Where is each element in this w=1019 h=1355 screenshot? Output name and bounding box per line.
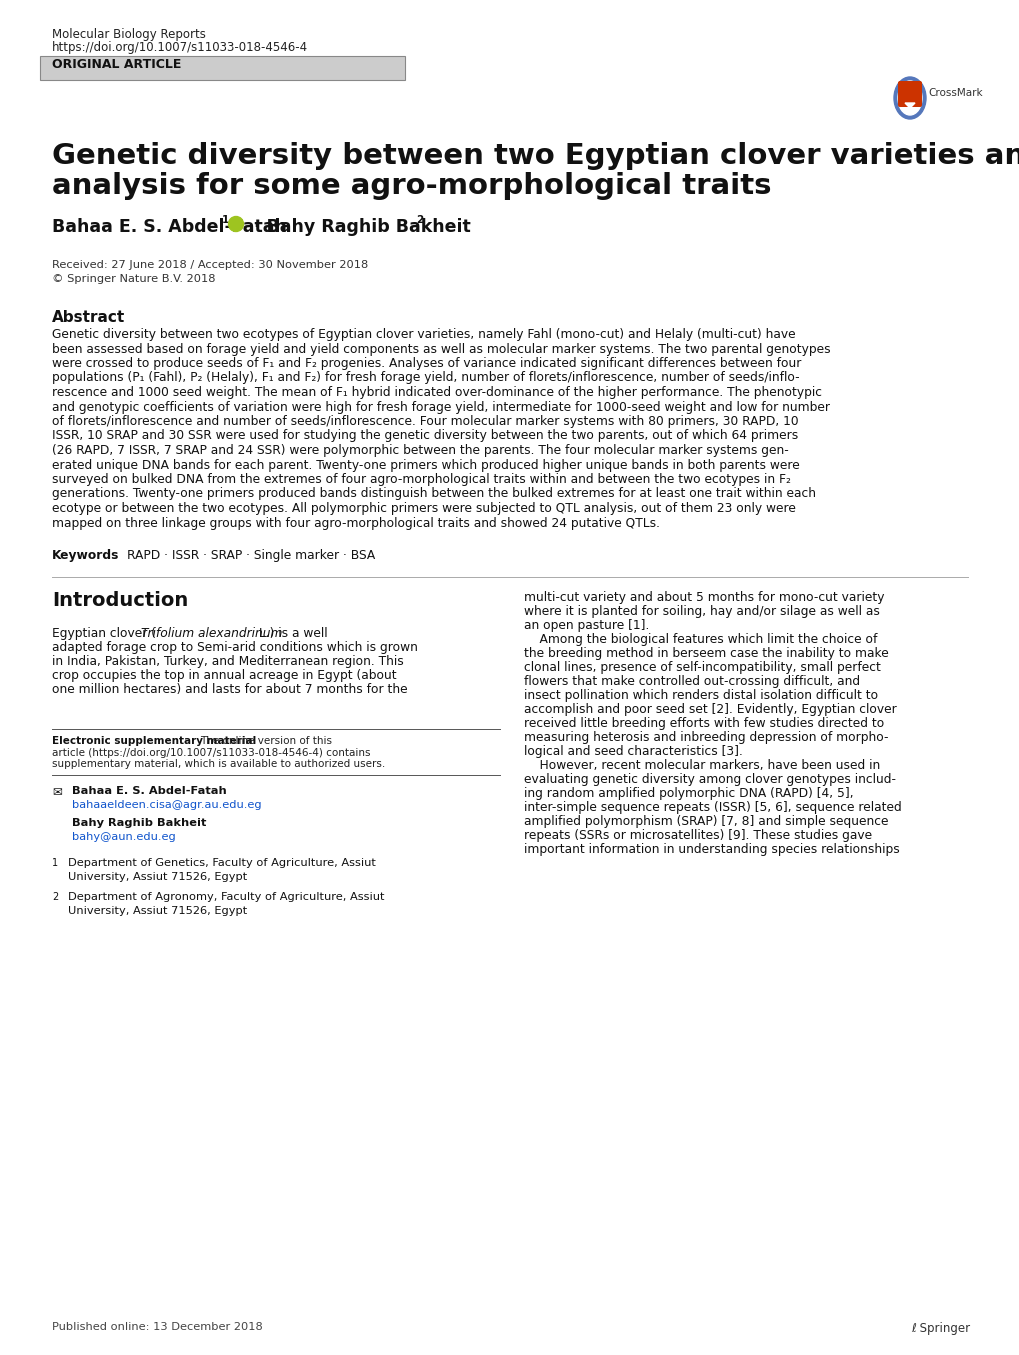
- Text: University, Assiut 71526, Egypt: University, Assiut 71526, Egypt: [68, 905, 247, 916]
- Text: measuring heterosis and inbreeding depression of morpho-: measuring heterosis and inbreeding depre…: [524, 730, 888, 744]
- Text: RAPD · ISSR · SRAP · Single marker · BSA: RAPD · ISSR · SRAP · Single marker · BSA: [127, 549, 375, 562]
- Text: generations. Twenty-one primers produced bands distinguish between the bulked ex: generations. Twenty-one primers produced…: [52, 488, 815, 500]
- Text: Department of Genetics, Faculty of Agriculture, Assiut: Department of Genetics, Faculty of Agric…: [68, 859, 376, 869]
- Text: multi-cut variety and about 5 months for mono-cut variety: multi-cut variety and about 5 months for…: [524, 591, 883, 604]
- Text: erated unique DNA bands for each parent. Twenty-one primers which produced highe: erated unique DNA bands for each parent.…: [52, 458, 799, 472]
- Text: However, recent molecular markers, have been used in: However, recent molecular markers, have …: [524, 759, 879, 772]
- Text: Among the biological features which limit the choice of: Among the biological features which limi…: [524, 633, 876, 646]
- Text: rescence and 1000 seed weight. The mean of F₁ hybrid indicated over-dominance of: rescence and 1000 seed weight. The mean …: [52, 386, 821, 398]
- Text: ORIGINAL ARTICLE: ORIGINAL ARTICLE: [52, 58, 181, 70]
- Text: bahaaeldeen.cisa@agr.au.edu.eg: bahaaeldeen.cisa@agr.au.edu.eg: [72, 799, 261, 809]
- Text: inter-simple sequence repeats (ISSR) [5, 6], sequence related: inter-simple sequence repeats (ISSR) [5,…: [524, 801, 901, 814]
- Polygon shape: [904, 103, 914, 108]
- Text: Egyptian clover (: Egyptian clover (: [52, 627, 156, 640]
- Text: bahy@aun.edu.eg: bahy@aun.edu.eg: [72, 832, 175, 841]
- Text: were crossed to produce seeds of F₁ and F₂ progenies. Analyses of variance indic: were crossed to produce seeds of F₁ and …: [52, 356, 801, 370]
- Text: surveyed on bulked DNA from the extremes of four agro-morphological traits withi: surveyed on bulked DNA from the extremes…: [52, 473, 790, 486]
- Text: article (https://doi.org/10.1007/s11033-018-4546-4) contains: article (https://doi.org/10.1007/s11033-…: [52, 748, 370, 757]
- Text: ecotype or between the two ecotypes. All polymorphic primers were subjected to Q: ecotype or between the two ecotypes. All…: [52, 501, 795, 515]
- Text: Trifolium alexandrinum: Trifolium alexandrinum: [141, 627, 282, 640]
- Text: The online version of this: The online version of this: [200, 736, 331, 747]
- Text: evaluating genetic diversity among clover genotypes includ-: evaluating genetic diversity among clove…: [524, 772, 895, 786]
- Text: one million hectares) and lasts for about 7 months for the: one million hectares) and lasts for abou…: [52, 683, 408, 696]
- Text: of florets/inflorescence and number of seeds/inflorescence. Four molecular marke: of florets/inflorescence and number of s…: [52, 415, 798, 428]
- Text: Bahy Raghib Bakheit: Bahy Raghib Bakheit: [72, 818, 206, 828]
- Text: Bahaa E. S. Abdel-Fatah: Bahaa E. S. Abdel-Fatah: [52, 218, 286, 236]
- Text: Received: 27 June 2018 / Accepted: 30 November 2018: Received: 27 June 2018 / Accepted: 30 No…: [52, 260, 368, 270]
- Circle shape: [228, 217, 244, 232]
- Text: the breeding method in berseem case the inability to make: the breeding method in berseem case the …: [524, 646, 888, 660]
- Text: Genetic diversity between two Egyptian clover varieties and QTL: Genetic diversity between two Egyptian c…: [52, 142, 1019, 169]
- Text: Keywords: Keywords: [52, 549, 119, 562]
- Text: · Bahy Raghib Bakheit: · Bahy Raghib Bakheit: [248, 218, 471, 236]
- Text: Electronic supplementary material: Electronic supplementary material: [52, 736, 256, 747]
- Text: been assessed based on forage yield and yield components as well as molecular ma: been assessed based on forage yield and …: [52, 343, 829, 355]
- FancyBboxPatch shape: [897, 81, 921, 107]
- Text: ISSR, 10 SRAP and 30 SSR were used for studying the genetic diversity between th: ISSR, 10 SRAP and 30 SSR were used for s…: [52, 430, 798, 443]
- Text: in India, Pakistan, Turkey, and Mediterranean region. This: in India, Pakistan, Turkey, and Mediterr…: [52, 654, 404, 668]
- Text: 1: 1: [222, 215, 229, 225]
- Text: insect pollination which renders distal isolation difficult to: insect pollination which renders distal …: [524, 688, 877, 702]
- Text: ✉: ✉: [52, 786, 62, 799]
- Text: Introduction: Introduction: [52, 591, 189, 610]
- Text: adapted forage crop to Semi-arid conditions which is grown: adapted forage crop to Semi-arid conditi…: [52, 641, 418, 654]
- Text: clonal lines, presence of self-incompatibility, small perfect: clonal lines, presence of self-incompati…: [524, 661, 880, 673]
- Text: where it is planted for soiling, hay and/or silage as well as: where it is planted for soiling, hay and…: [524, 604, 879, 618]
- Text: important information in understanding species relationships: important information in understanding s…: [524, 843, 899, 856]
- Text: repeats (SSRs or microsatellites) [9]. These studies gave: repeats (SSRs or microsatellites) [9]. T…: [524, 829, 871, 841]
- FancyBboxPatch shape: [40, 56, 405, 80]
- Text: and genotypic coefficients of variation were high for fresh forage yield, interm: and genotypic coefficients of variation …: [52, 401, 829, 413]
- Ellipse shape: [893, 77, 925, 119]
- Text: amplified polymorphism (SRAP) [7, 8] and simple sequence: amplified polymorphism (SRAP) [7, 8] and…: [524, 814, 888, 828]
- Text: CrossMark: CrossMark: [927, 88, 981, 98]
- Text: populations (P₁ (Fahl), P₂ (Helaly), F₁ and F₂) for fresh forage yield, number o: populations (P₁ (Fahl), P₂ (Helaly), F₁ …: [52, 371, 799, 385]
- Text: ing random amplified polymorphic DNA (RAPD) [4, 5],: ing random amplified polymorphic DNA (RA…: [524, 787, 853, 799]
- Text: received little breeding efforts with few studies directed to: received little breeding efforts with fe…: [524, 717, 883, 730]
- Ellipse shape: [897, 81, 921, 115]
- Text: 1: 1: [52, 859, 58, 869]
- Text: mapped on three linkage groups with four agro-morphological traits and showed 24: mapped on three linkage groups with four…: [52, 516, 659, 530]
- Text: ℓ Springer: ℓ Springer: [910, 1322, 969, 1335]
- Text: 2: 2: [416, 215, 423, 225]
- Text: Bahaa E. S. Abdel-Fatah: Bahaa E. S. Abdel-Fatah: [72, 786, 226, 797]
- Text: © Springer Nature B.V. 2018: © Springer Nature B.V. 2018: [52, 274, 215, 285]
- Text: accomplish and poor seed set [2]. Evidently, Egyptian clover: accomplish and poor seed set [2]. Eviden…: [524, 703, 896, 715]
- Text: analysis for some agro-morphological traits: analysis for some agro-morphological tra…: [52, 172, 770, 201]
- Text: https://doi.org/10.1007/s11033-018-4546-4: https://doi.org/10.1007/s11033-018-4546-…: [52, 41, 308, 54]
- Text: flowers that make controlled out-crossing difficult, and: flowers that make controlled out-crossin…: [524, 675, 859, 688]
- Text: Published online: 13 December 2018: Published online: 13 December 2018: [52, 1322, 263, 1332]
- Text: Genetic diversity between two ecotypes of Egyptian clover varieties, namely Fahl: Genetic diversity between two ecotypes o…: [52, 328, 795, 341]
- Text: logical and seed characteristics [3].: logical and seed characteristics [3].: [524, 745, 742, 757]
- Text: crop occupies the top in annual acreage in Egypt (about: crop occupies the top in annual acreage …: [52, 669, 396, 682]
- Text: University, Assiut 71526, Egypt: University, Assiut 71526, Egypt: [68, 871, 247, 882]
- Text: 2: 2: [52, 893, 58, 902]
- Text: (26 RAPD, 7 ISSR, 7 SRAP and 24 SSR) were polymorphic between the parents. The f: (26 RAPD, 7 ISSR, 7 SRAP and 24 SSR) wer…: [52, 444, 788, 457]
- Text: Department of Agronomy, Faculty of Agriculture, Assiut: Department of Agronomy, Faculty of Agric…: [68, 893, 384, 902]
- Text: L.) is a well: L.) is a well: [255, 627, 327, 640]
- Text: Abstract: Abstract: [52, 310, 125, 325]
- Text: iD: iD: [231, 221, 239, 228]
- Text: an open pasture [1].: an open pasture [1].: [524, 619, 649, 631]
- Text: supplementary material, which is available to authorized users.: supplementary material, which is availab…: [52, 759, 385, 770]
- Text: Molecular Biology Reports: Molecular Biology Reports: [52, 28, 206, 41]
